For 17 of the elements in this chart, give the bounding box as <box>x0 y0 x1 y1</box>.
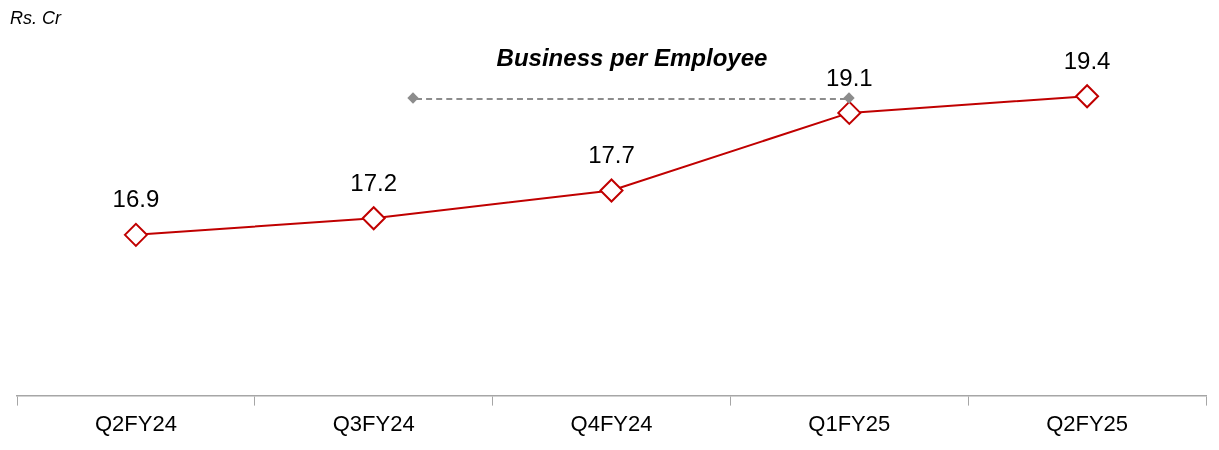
data-label: 17.7 <box>588 141 635 169</box>
data-label: 17.2 <box>350 168 398 196</box>
x-tick-label: Q4FY24 <box>570 410 653 436</box>
point <box>599 178 624 203</box>
point <box>123 222 148 247</box>
point <box>1075 84 1100 109</box>
x-tick-label: Q3FY24 <box>332 410 415 436</box>
data-label: 16.9 <box>112 185 160 213</box>
x-tick-label: Q2FY25 <box>1046 410 1129 436</box>
x-tick-label: Q2FY24 <box>94 410 177 436</box>
data-label: 19.1 <box>825 63 873 91</box>
x-tick-label: Q1FY25 <box>808 410 891 436</box>
point <box>837 100 862 125</box>
y-axis-title: Rs. Cr <box>10 8 61 29</box>
chart-title: Business per Employee <box>496 44 768 71</box>
data-label: 19.4 <box>1063 46 1111 74</box>
point <box>361 206 386 231</box>
